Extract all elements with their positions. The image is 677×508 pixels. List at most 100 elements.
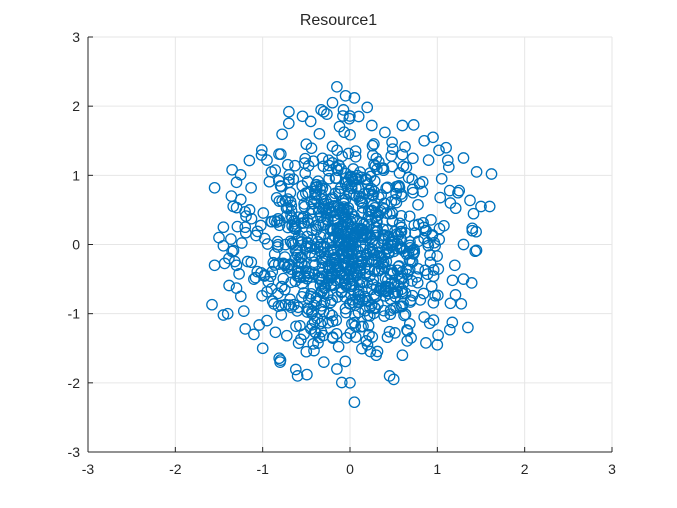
data-point xyxy=(457,152,470,164)
data-point xyxy=(282,201,294,214)
data-point xyxy=(332,235,345,248)
data-point xyxy=(309,242,321,255)
data-point xyxy=(407,152,419,165)
data-point xyxy=(287,298,300,311)
data-point xyxy=(279,251,291,263)
data-point xyxy=(342,147,355,160)
data-point xyxy=(290,320,302,333)
data-point xyxy=(289,159,301,172)
data-point xyxy=(422,154,435,166)
data-point xyxy=(308,268,320,281)
data-point xyxy=(414,294,427,306)
x-tick-label: 1 xyxy=(433,461,441,477)
data-point xyxy=(326,140,339,153)
data-point xyxy=(386,143,399,155)
data-point xyxy=(403,210,416,223)
y-tick-label: -3 xyxy=(68,444,81,460)
data-point xyxy=(271,235,284,248)
data-point xyxy=(425,214,437,226)
data-point xyxy=(283,105,295,118)
data-point xyxy=(256,289,268,302)
y-tick-label: 0 xyxy=(72,237,80,253)
data-point xyxy=(317,219,329,231)
data-point xyxy=(431,338,444,351)
data-point xyxy=(369,229,382,242)
data-point xyxy=(237,305,250,317)
data-point xyxy=(390,187,402,200)
x-tick-label: -2 xyxy=(169,461,182,477)
data-point xyxy=(354,224,366,237)
data-point xyxy=(326,96,339,109)
data-point xyxy=(277,272,290,285)
data-point xyxy=(470,166,483,178)
data-point xyxy=(375,189,388,201)
data-point xyxy=(422,239,435,252)
data-point xyxy=(245,256,258,269)
data-point xyxy=(245,212,258,225)
data-point xyxy=(206,298,218,311)
data-point xyxy=(396,300,409,313)
data-point xyxy=(398,309,410,322)
data-point xyxy=(234,290,247,303)
data-point xyxy=(283,169,296,181)
data-point xyxy=(276,128,288,141)
data-point xyxy=(475,200,487,213)
data-point xyxy=(321,207,333,220)
data-point xyxy=(340,331,353,344)
data-point xyxy=(344,376,356,389)
data-point xyxy=(367,273,380,286)
data-point xyxy=(397,160,410,173)
data-point xyxy=(440,141,452,154)
data-point xyxy=(446,274,459,287)
data-point xyxy=(306,318,319,331)
data-point xyxy=(343,247,356,260)
data-point xyxy=(274,148,287,160)
data-point xyxy=(393,217,406,230)
data-point xyxy=(333,120,346,133)
data-point xyxy=(298,328,310,341)
data-point xyxy=(427,131,439,144)
data-point xyxy=(230,259,243,272)
data-point xyxy=(327,246,339,259)
data-point xyxy=(383,370,396,382)
data-point xyxy=(248,273,260,285)
data-point xyxy=(364,243,376,256)
data-point xyxy=(342,174,355,186)
data-point xyxy=(390,196,403,209)
data-point xyxy=(364,301,376,314)
data-point xyxy=(347,163,360,175)
x-tick-label: 0 xyxy=(346,461,354,477)
data-point xyxy=(282,221,294,234)
data-point xyxy=(318,296,331,309)
data-point xyxy=(312,205,325,218)
data-point xyxy=(462,321,474,334)
data-point xyxy=(390,301,402,314)
data-point xyxy=(326,224,339,237)
data-point xyxy=(364,246,376,259)
data-point xyxy=(483,200,496,213)
data-point xyxy=(287,238,300,251)
data-point xyxy=(427,264,440,276)
data-point xyxy=(269,326,282,339)
data-point xyxy=(326,309,339,322)
data-point xyxy=(292,337,305,349)
data-point xyxy=(393,181,406,194)
data-point xyxy=(280,329,293,342)
data-point xyxy=(467,207,480,220)
data-point xyxy=(266,265,279,278)
data-point xyxy=(403,317,416,330)
data-point xyxy=(366,149,379,162)
data-point xyxy=(372,156,385,168)
data-point xyxy=(317,105,330,118)
data-point xyxy=(331,80,343,93)
data-point xyxy=(272,287,284,300)
data-point xyxy=(464,194,476,207)
data-point xyxy=(412,198,424,211)
data-point xyxy=(225,233,237,245)
data-point xyxy=(386,136,398,149)
data-point xyxy=(383,281,396,294)
data-point xyxy=(382,287,395,300)
data-point xyxy=(396,272,409,285)
data-point xyxy=(349,145,362,157)
